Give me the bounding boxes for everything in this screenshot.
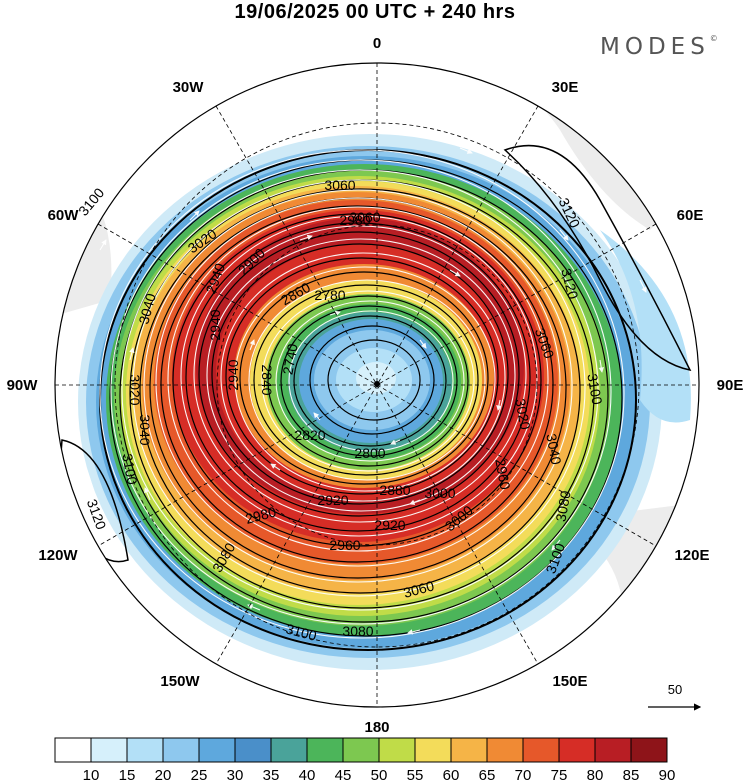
colorbar-swatch — [594, 737, 632, 763]
contour-label: 2820 — [294, 427, 325, 443]
colorbar-swatch — [558, 737, 596, 763]
contour-label: 2980 — [244, 503, 278, 527]
contour-label: 3040 — [543, 432, 564, 466]
contour-label: 3060 — [402, 577, 436, 601]
colorbar-swatch — [522, 737, 560, 763]
lon-label-90e: 90E — [717, 377, 744, 394]
colorbar-tick-label: 40 — [299, 767, 316, 782]
contour-label: 3060 — [324, 177, 355, 193]
contour-label: 3020 — [512, 397, 533, 431]
contour-label: 3100 — [119, 452, 140, 486]
contour-label: 2800 — [354, 445, 385, 461]
colorbar-tick-label: 70 — [515, 767, 532, 782]
contour-label: 3060 — [349, 209, 380, 225]
contour-label: 3040 — [135, 291, 159, 325]
colorbar-swatch — [162, 737, 200, 763]
land-patch — [55, 160, 112, 320]
colorbar-tick-label: 15 — [119, 767, 136, 782]
lon-label-90w: 90W — [7, 377, 39, 394]
contour-label: 3120 — [558, 267, 582, 301]
brand-mark: © — [709, 34, 718, 43]
map-border — [54, 62, 700, 708]
lon-label-60w: 60W — [48, 207, 80, 224]
contour-label: 2940 — [225, 359, 241, 390]
colorbar-swatch — [486, 737, 524, 763]
contour-label: 2980 — [339, 212, 370, 228]
colorbar-tick-label: 25 — [191, 767, 208, 782]
colorbar-tick-label: 50 — [371, 767, 388, 782]
contour-label: 2880 — [379, 482, 410, 498]
contour-label: 2960 — [492, 457, 513, 491]
colorbar-tick-label: 30 — [227, 767, 244, 782]
colorbar-swatch — [270, 737, 308, 763]
contour-label: 3000 — [424, 485, 455, 501]
lon-label-120e: 120E — [674, 547, 709, 564]
colorbar-swatch — [414, 737, 452, 763]
brand-text: MODES — [600, 34, 710, 60]
colorbar-swatch — [450, 737, 488, 763]
contour-label: 3080 — [552, 489, 573, 523]
colorbar-tick-label: 20 — [155, 767, 172, 782]
colorbar-swatch — [198, 737, 236, 763]
colorbar-swatch — [234, 737, 272, 763]
contour-label: 3100 — [284, 620, 318, 644]
colorbar-swatch — [378, 737, 416, 763]
pole-marker — [374, 381, 380, 387]
contour-label: 3100 — [75, 185, 107, 219]
wind-streamlines — [99, 120, 661, 639]
contour-label: 3040 — [137, 414, 153, 445]
colorbar-swatch — [630, 737, 668, 763]
colorbar-tick-label: 55 — [407, 767, 424, 782]
lon-label-150e: 150E — [552, 673, 587, 690]
lon-label-120w: 120W — [38, 547, 78, 564]
reference-vector-label: 50 — [668, 682, 682, 697]
colorbar-tick-label: 85 — [623, 767, 640, 782]
colorbar-tick-label: 65 — [479, 767, 496, 782]
contour-label: 2960 — [329, 537, 360, 553]
colorbar-swatch — [126, 737, 164, 763]
lon-label-180: 180 — [364, 719, 389, 736]
contour-label: 2920 — [374, 517, 405, 533]
colorbar-tick-label: 10 — [83, 767, 100, 782]
map-title: 19/06/2025 00 UTC + 240 hrs — [234, 1, 516, 23]
contour-label: 2780 — [314, 287, 345, 303]
contour-label: 2740 — [279, 342, 300, 376]
colorbar-tick-label: 35 — [263, 767, 280, 782]
contour-label: 2840 — [259, 364, 275, 395]
colorbar: 10 15 20 25 30 35 40 45 50 55 60 65 70 75 80 85 90 — [54, 737, 676, 782]
colorbar-tick-label: 45 — [335, 767, 352, 782]
contour-label: 2920 — [317, 492, 348, 508]
colorbar-tick-label: 90 — [659, 767, 676, 782]
lon-label-0: 0 — [373, 35, 381, 52]
lon-label-30w: 30W — [173, 79, 205, 96]
colorbar-swatch — [342, 737, 380, 763]
colorbar-tick-label: 75 — [551, 767, 568, 782]
colorbar-tick-label: 80 — [587, 767, 604, 782]
contour-label: 3100 — [584, 372, 605, 406]
contour-label: 3080 — [342, 623, 373, 639]
height-contours — [60, 144, 692, 651]
lon-label-60e: 60E — [677, 207, 704, 224]
colorbar-swatch — [54, 737, 92, 763]
lon-label-30e: 30E — [552, 79, 579, 96]
colorbar-swatch — [90, 737, 128, 763]
brand-logo: MODES© — [600, 34, 718, 60]
colorbar-tick-label: 60 — [443, 767, 460, 782]
lon-label-150w: 150W — [160, 673, 200, 690]
contour-label: 3020 — [127, 374, 143, 405]
contour-label: 2940 — [207, 309, 223, 340]
colorbar-swatch — [306, 737, 344, 763]
